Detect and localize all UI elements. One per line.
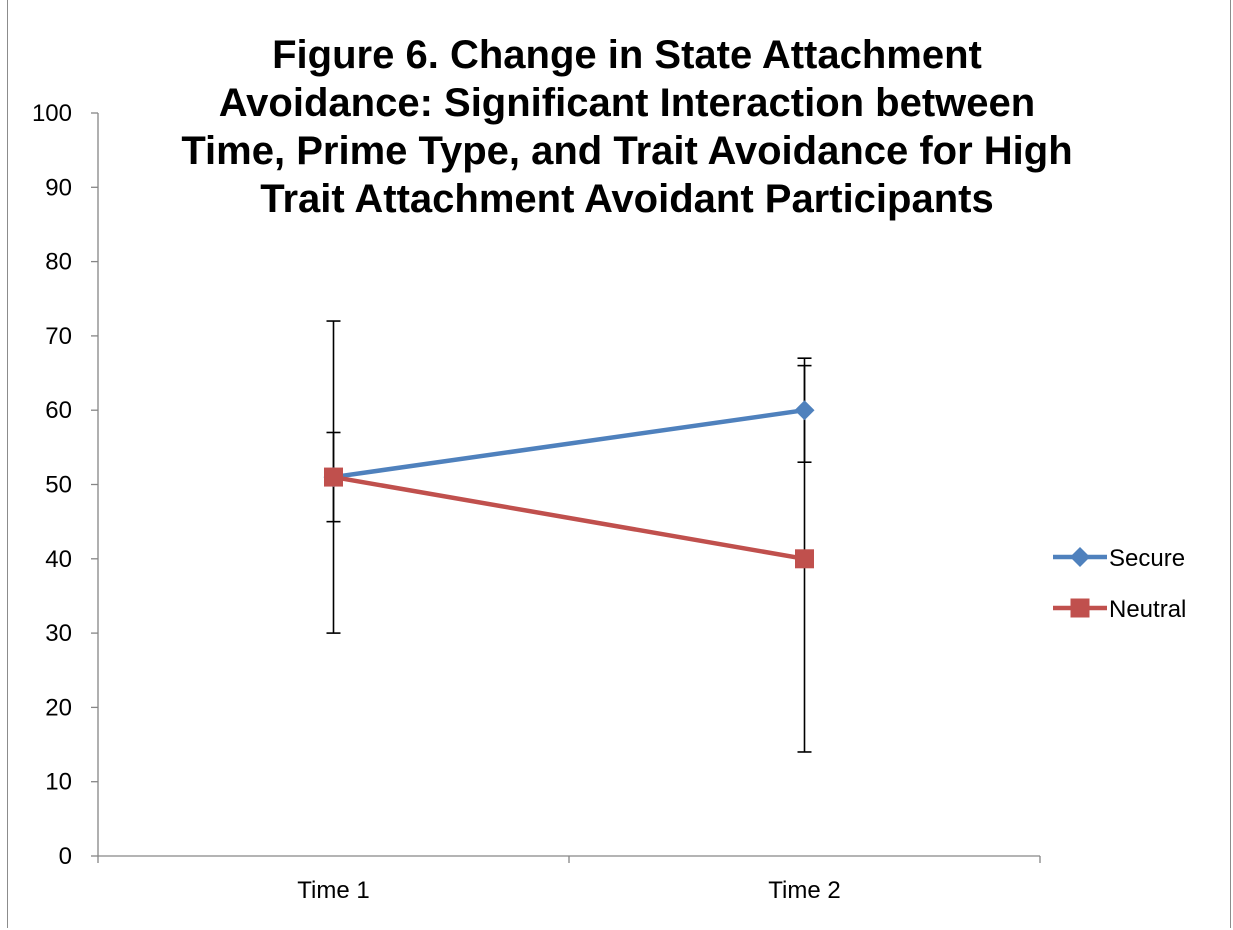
chart-title: Figure 6. Change in State Attachment Avo… xyxy=(181,33,1072,221)
data-point-neutral xyxy=(795,549,814,569)
chart-title-line-1: Figure 6. Change in State Attachment xyxy=(272,33,982,77)
legend-label-secure: Secure xyxy=(1109,545,1185,572)
axes: 0 10 20 30 40 50 60 70 80 90 100 Time 1 Time 2 xyxy=(32,100,1041,904)
y-tick-label: 0 xyxy=(59,843,72,870)
x-tick-label: Time 1 xyxy=(297,877,369,904)
chart-title-line-3: Time, Prime Type, and Trait Avoidance fo… xyxy=(181,129,1072,173)
y-tick-label: 50 xyxy=(45,472,72,499)
error-bars xyxy=(326,320,812,753)
y-tick-label: 100 xyxy=(32,100,72,127)
legend-label-neutral: Neutral xyxy=(1109,596,1186,623)
y-tick-label: 10 xyxy=(45,769,72,796)
legend-marker-neutral xyxy=(1070,598,1090,618)
series-line-secure xyxy=(333,407,805,480)
series-line-neutral xyxy=(333,474,805,562)
y-tick-label: 60 xyxy=(45,397,72,424)
y-tick-label: 20 xyxy=(45,694,72,721)
data-series xyxy=(323,400,815,569)
data-point-secure xyxy=(794,400,815,421)
y-tick-label: 30 xyxy=(45,620,72,647)
y-tick-label: 40 xyxy=(45,546,72,573)
data-point-neutral xyxy=(324,467,343,487)
y-tick-label: 70 xyxy=(45,323,72,350)
chart-title-line-4: Trait Attachment Avoidant Participants xyxy=(260,177,993,221)
chart-title-line-2: Avoidance: Significant Interaction betwe… xyxy=(219,81,1035,125)
legend: Secure Neutral xyxy=(1053,545,1186,623)
legend-marker-secure xyxy=(1070,547,1090,567)
x-tick-label: Time 2 xyxy=(768,877,840,904)
y-tick-label: 90 xyxy=(45,174,72,201)
chart-frame xyxy=(7,0,1231,928)
y-tick-label: 80 xyxy=(45,249,72,276)
